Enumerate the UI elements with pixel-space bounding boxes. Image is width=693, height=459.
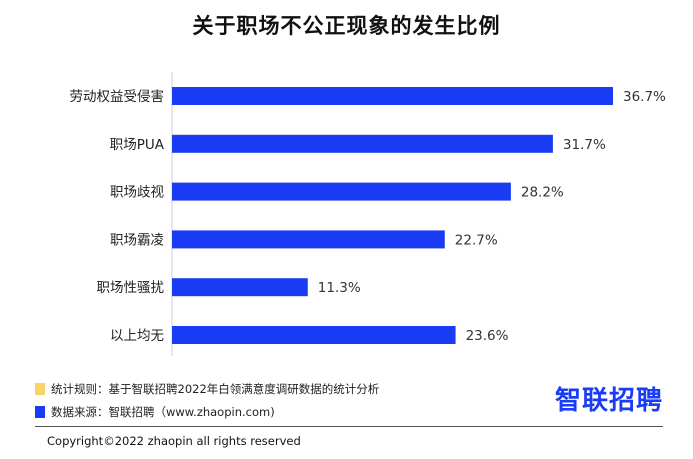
zhaopin-logo: 智联招聘 bbox=[554, 386, 663, 416]
bar-4 bbox=[172, 278, 308, 297]
note-data-source: 数据来源：智联招聘（www.zhaopin.com) bbox=[35, 404, 275, 420]
value-label-2: 28.2% bbox=[521, 185, 564, 201]
chart-title: 关于职场不公正现象的发生比例 bbox=[192, 14, 501, 38]
category-label-3: 职场霸凌 bbox=[110, 232, 164, 248]
note-stat-rule: 统计规则：基于智联招聘2022年白领满意度调研数据的统计分析 bbox=[35, 381, 379, 397]
value-label-4: 11.3% bbox=[318, 280, 361, 296]
copyright-text: Copyright©2022 zhaopin all rights reserv… bbox=[47, 434, 301, 448]
note-swatch-yellow bbox=[35, 383, 45, 395]
category-label-0: 劳动权益受侵害 bbox=[70, 88, 165, 105]
category-label-5: 以上均无 bbox=[110, 328, 164, 344]
bar-5 bbox=[172, 326, 456, 344]
category-label-4: 职场性骚扰 bbox=[97, 280, 165, 296]
category-label-1: 职场PUA bbox=[110, 137, 165, 153]
value-label-5: 23.6% bbox=[466, 328, 509, 344]
value-label-0: 36.7% bbox=[623, 89, 666, 105]
category-label-2: 职场歧视 bbox=[110, 185, 164, 201]
note-swatch-blue bbox=[35, 406, 45, 418]
bar-3 bbox=[172, 230, 445, 249]
value-label-3: 22.7% bbox=[455, 232, 498, 248]
bar-1 bbox=[172, 134, 553, 153]
value-label-1: 31.7% bbox=[563, 137, 606, 153]
bar-chart: 劳动权益受侵害 36.7% 职场PUA 31.7% 职场歧视 28.2% 职场霸凌 22.7%… bbox=[70, 72, 666, 356]
note-data-source-text: 数据来源：智联招聘（www.zhaopin.com) bbox=[51, 405, 275, 419]
note-stat-rule-text: 统计规则：基于智联招聘2022年白领满意度调研数据的统计分析 bbox=[51, 382, 380, 396]
bar-0 bbox=[172, 87, 613, 105]
footer-divider bbox=[35, 426, 663, 427]
bar-2 bbox=[172, 182, 511, 201]
